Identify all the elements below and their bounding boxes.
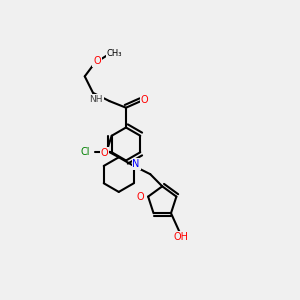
Text: O: O [136,192,144,202]
Text: O: O [100,148,108,158]
Text: O: O [141,94,148,105]
Text: NH: NH [89,95,103,104]
Text: OH: OH [173,232,188,242]
Text: O: O [93,56,101,66]
Text: Cl: Cl [80,147,90,157]
Text: N: N [133,159,140,170]
Text: CH₃: CH₃ [107,49,122,58]
